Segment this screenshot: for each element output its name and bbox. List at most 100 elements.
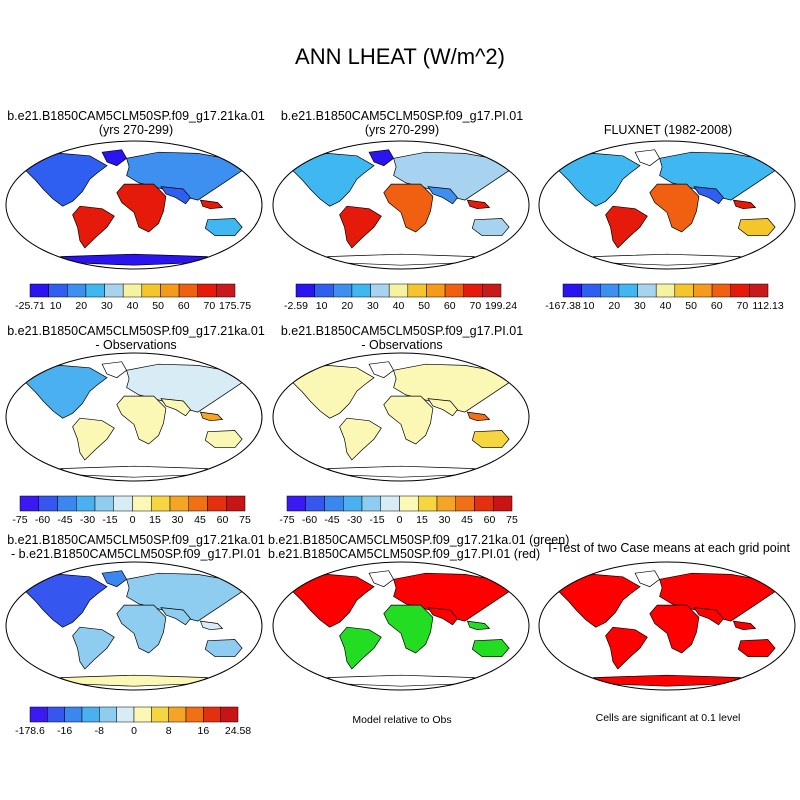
panel9-title: T-Test of two Case means at each grid po… [534, 541, 800, 555]
p5-map [272, 352, 530, 482]
p5-north-america [292, 365, 375, 419]
p5-colorbar-box [361, 495, 381, 512]
p2-colorbar-label: 10 [316, 300, 328, 312]
p4-eurasia [126, 363, 243, 413]
panel4-title-line2: - Observations [95, 338, 177, 352]
p5-colorbar-box [474, 495, 494, 512]
p8-se-asia [466, 620, 491, 631]
p7-colorbar-box [168, 706, 187, 723]
p1-colorbar-box [178, 283, 198, 298]
p1-australia [204, 218, 243, 237]
p2-antarctica [327, 253, 475, 266]
p4-arabia-india [160, 398, 191, 417]
p2-south-america [339, 205, 382, 249]
p2-colorbar: -2.59 10 20 30 40 50 60 70 199.24 [284, 283, 517, 312]
p7-colorbar-box [47, 706, 65, 723]
panel7-title-line2: - b.e21.B1850CAM5CLM50SP.f09_g17.PI.01 [11, 547, 261, 561]
p9-north-america [558, 574, 641, 628]
p2-eurasia [393, 151, 510, 201]
panel1-title: b.e21.B1850CAM5CLM50SP.f09_g17.21ka.01 (… [2, 109, 270, 137]
p7-colorbar-box [29, 706, 48, 723]
p2-colorbar-box [426, 283, 446, 298]
p1-colorbar-label: -25.71 [15, 300, 45, 312]
p5-colorbar-label: -15 [369, 514, 384, 526]
p5-colorbar-label: 15 [416, 514, 428, 526]
p7-colorbar-box [220, 706, 239, 723]
panel2-title: b.e21.B1850CAM5CLM50SP.f09_g17.PI.01 (yr… [268, 109, 536, 137]
p5-eurasia [393, 363, 510, 413]
p1-colorbar-label: 175.75 [219, 300, 251, 312]
p7-map [5, 561, 263, 691]
p9-australia [737, 639, 776, 658]
panel7-title-line1: b.e21.B1850CAM5CLM50SP.f09_g17.21ka.01 [7, 533, 265, 547]
p2-colorbar-label: 60 [444, 300, 456, 312]
panel5-title: b.e21.B1850CAM5CLM50SP.f09_g17.PI.01 - O… [268, 324, 536, 352]
panel5-title-line1: b.e21.B1850CAM5CLM50SP.f09_g17.PI.01 [280, 324, 524, 338]
panel3-title-line1: FLUXNET (1982-2008) [603, 123, 733, 137]
p8-arabia-india [427, 607, 458, 626]
p5-colorbar-box [399, 495, 419, 512]
p2-colorbar-box [295, 283, 315, 298]
p3-colorbar-box [674, 283, 694, 298]
p7-map-border [5, 561, 263, 691]
p5-colorbar-box [436, 495, 456, 512]
p5-australia [471, 430, 510, 449]
p2-colorbar-label: 70 [470, 300, 482, 312]
p9-eurasia [659, 572, 776, 622]
p1-colorbar-box [160, 283, 180, 298]
p1-north-america [25, 153, 108, 207]
p1-antarctica [60, 253, 208, 266]
p7-colorbar-label: 24.58 [225, 725, 251, 737]
p7-colorbar-box [116, 706, 135, 723]
p3-colorbar-box [581, 283, 601, 298]
p5-colorbar-box [455, 495, 475, 512]
p4-south-america [72, 417, 115, 461]
p5-colorbar-box [418, 495, 438, 512]
p4-colorbar-box [57, 495, 77, 512]
p4-colorbar-label: 15 [149, 514, 161, 526]
p8-map-border [272, 561, 530, 691]
p5-colorbar-label: -75 [279, 514, 294, 526]
p4-colorbar-box [38, 495, 58, 512]
p3-colorbar: -167.38 10 20 30 40 50 60 70 112.13 [545, 283, 784, 312]
p3-map [538, 140, 796, 270]
p1-colorbar-box [67, 283, 87, 298]
p4-colorbar: -75 -60 -45 -30 -15 0 15 30 45 60 75 [12, 495, 251, 526]
p4-colorbar-label: 45 [194, 514, 206, 526]
p2-colorbar-box [370, 283, 390, 298]
p3-colorbar-label: 60 [711, 300, 723, 312]
p3-colorbar-box [618, 283, 638, 298]
p7-australia [204, 639, 243, 658]
p7-colorbar-box [151, 706, 169, 723]
p9-arabia-india [693, 607, 724, 626]
p5-colorbar-box [493, 495, 513, 512]
p2-colorbar-box [444, 283, 464, 298]
p4-se-asia [199, 411, 224, 422]
p4-map-border [5, 352, 263, 482]
p1-greenland [101, 149, 128, 167]
p2-africa [383, 183, 434, 233]
p9-greenland [634, 570, 661, 588]
p8-africa [383, 604, 434, 654]
panel8-title-line1: b.e21.B1850CAM5CLM50SP.f09_g17.21ka.01 (… [268, 533, 570, 547]
p5-south-america [339, 417, 382, 461]
p1-colorbar-label: 70 [204, 300, 216, 312]
p1-south-america [72, 205, 115, 249]
p5-colorbar-box [324, 495, 344, 512]
panel8-title: b.e21.B1850CAM5CLM50SP.f09_g17.21ka.01 (… [268, 533, 570, 561]
p3-greenland [634, 149, 661, 167]
panel4-title: b.e21.B1850CAM5CLM50SP.f09_g17.21ka.01 -… [2, 324, 270, 352]
p4-colorbar-label: -60 [35, 514, 50, 526]
p7-africa [116, 604, 167, 654]
p4-colorbar-box [132, 495, 152, 512]
panel8-note: Model relative to Obs [352, 714, 452, 726]
p4-colorbar-box [226, 495, 246, 512]
p3-australia [737, 218, 776, 237]
p3-colorbar-label: 10 [583, 300, 595, 312]
p1-colorbar-label: 60 [178, 300, 190, 312]
p3-colorbar-label: 40 [660, 300, 672, 312]
p2-map [272, 140, 530, 270]
p7-colorbar-label: 16 [197, 725, 209, 737]
p3-colorbar-box [711, 283, 731, 298]
p4-north-america [25, 365, 108, 419]
